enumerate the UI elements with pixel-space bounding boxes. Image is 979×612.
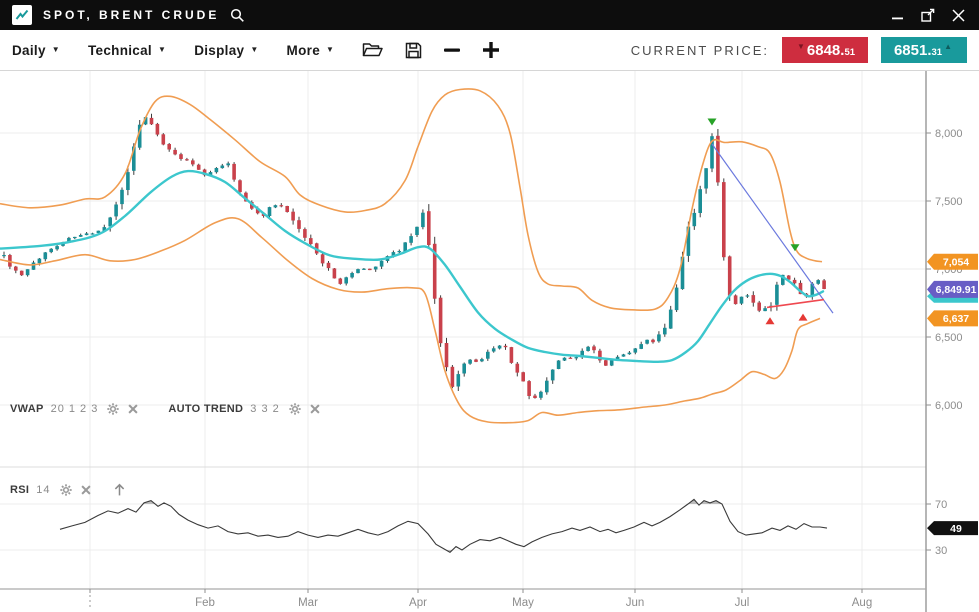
zoom-out-icon[interactable] <box>444 42 461 58</box>
chevron-down-icon: ▼ <box>326 45 335 54</box>
rsi-remove-icon[interactable] <box>80 484 91 495</box>
open-folder-icon[interactable] <box>362 42 383 58</box>
menu-daily-label: Daily <box>12 42 46 58</box>
rsi-settings-gear-icon[interactable] <box>59 483 72 496</box>
vwap-settings-gear-icon[interactable] <box>107 403 120 415</box>
svg-text:49: 49 <box>950 523 962 535</box>
close-icon[interactable] <box>952 8 965 22</box>
rsi-indicator-labels: RSI 14 <box>10 483 126 496</box>
app-logo-chart-icon <box>12 5 32 25</box>
gridlines <box>0 71 926 589</box>
chart-area[interactable]: 8,000 7,500 7,000 6,500 6,000 70 30 Feb Mar Apr Ma… <box>0 71 979 612</box>
window-title: SPOT, BRENT CRUDE <box>43 8 220 22</box>
toolbar: Daily ▼ Technical ▼ Display ▼ More ▼ <box>0 30 979 71</box>
menu-more[interactable]: More ▼ <box>287 43 335 58</box>
svg-text:8,000: 8,000 <box>935 128 963 140</box>
menu-daily[interactable]: Daily ▼ <box>12 43 60 58</box>
chevron-down-icon: ▼ <box>157 45 167 54</box>
menu-display-label: Display <box>194 42 245 58</box>
minimize-icon[interactable] <box>892 9 904 21</box>
rsi-label: RSI <box>10 483 30 496</box>
save-icon[interactable] <box>405 42 422 59</box>
auto-trend-params: 3 3 2 <box>250 403 280 415</box>
search-icon[interactable] <box>230 8 245 23</box>
svg-text:Aug: Aug <box>852 597 872 609</box>
svg-text:Jun: Jun <box>626 597 645 609</box>
menu-display[interactable]: Display ▼ <box>194 43 258 58</box>
auto-trend-remove-icon[interactable] <box>310 404 320 414</box>
bid-price-value: 6848.51 <box>806 41 856 59</box>
auto-trend-settings-gear-icon[interactable] <box>289 403 301 415</box>
chevron-down-icon: ▼ <box>250 45 259 54</box>
svg-text:Mar: Mar <box>298 597 318 609</box>
x-axis: Feb Mar Apr May Jun Jul Aug <box>0 588 926 609</box>
trend-high-marker <box>707 118 717 126</box>
toolbar-icons <box>362 41 500 59</box>
current-price-area: CURRENT PRICE: ▼ 6848.51 6851.31 ▲ <box>631 37 967 63</box>
arrow-up-icon: ▲ <box>944 42 953 51</box>
svg-text:6,849.91: 6,849.91 <box>936 284 977 296</box>
svg-text:6,000: 6,000 <box>935 400 963 412</box>
rsi-pane <box>59 498 828 553</box>
trend-lines <box>711 143 834 314</box>
arrow-down-icon: ▼ <box>796 42 805 51</box>
bid-price-badge: ▼ 6848.51 <box>782 37 868 63</box>
price-badges: 7,054 6,849.91 6,637 49 <box>927 253 978 536</box>
candlesticks <box>2 113 826 400</box>
popout-icon[interactable] <box>921 8 935 22</box>
svg-text:30: 30 <box>935 545 947 557</box>
ask-price-value: 6851.31 <box>893 41 943 59</box>
svg-text:7,500: 7,500 <box>935 196 963 208</box>
bollinger-bands <box>0 88 823 424</box>
svg-text:Feb: Feb <box>195 597 215 609</box>
rsi-params: 14 <box>36 483 51 496</box>
trend-markers <box>707 118 808 325</box>
window-controls <box>892 8 967 22</box>
rsi-move-up-icon[interactable] <box>113 483 126 496</box>
zoom-in-icon[interactable] <box>482 41 500 59</box>
svg-text:6,637: 6,637 <box>943 313 969 325</box>
trend-low-marker <box>798 313 808 321</box>
title-bar: SPOT, BRENT CRUDE <box>0 0 979 30</box>
trend-low-marker <box>765 317 775 325</box>
svg-text:Apr: Apr <box>409 597 427 609</box>
svg-text:Jul: Jul <box>735 597 750 609</box>
vwap-label: VWAP <box>10 403 44 415</box>
auto-trend-label: AUTO TREND <box>168 403 244 415</box>
svg-text:May: May <box>512 597 534 609</box>
vwap-params: 20 1 2 3 <box>50 403 99 415</box>
svg-text:70: 70 <box>935 499 947 511</box>
menu-technical[interactable]: Technical ▼ <box>88 43 166 58</box>
vwap-remove-icon[interactable] <box>128 404 138 414</box>
overlay-indicator-labels: VWAP 20 1 2 3 AUTO TREND 3 3 2 <box>10 403 320 415</box>
svg-text:6,500: 6,500 <box>935 332 963 344</box>
menu-technical-label: Technical <box>88 42 152 58</box>
current-price-label: CURRENT PRICE: <box>630 42 769 58</box>
trend-high-marker <box>790 244 800 252</box>
vwap-line <box>0 169 825 364</box>
menu-more-label: More <box>286 42 321 58</box>
ask-price-badge: 6851.31 ▲ <box>881 37 967 63</box>
svg-text:7,054: 7,054 <box>943 256 969 268</box>
chevron-down-icon: ▼ <box>51 45 60 54</box>
